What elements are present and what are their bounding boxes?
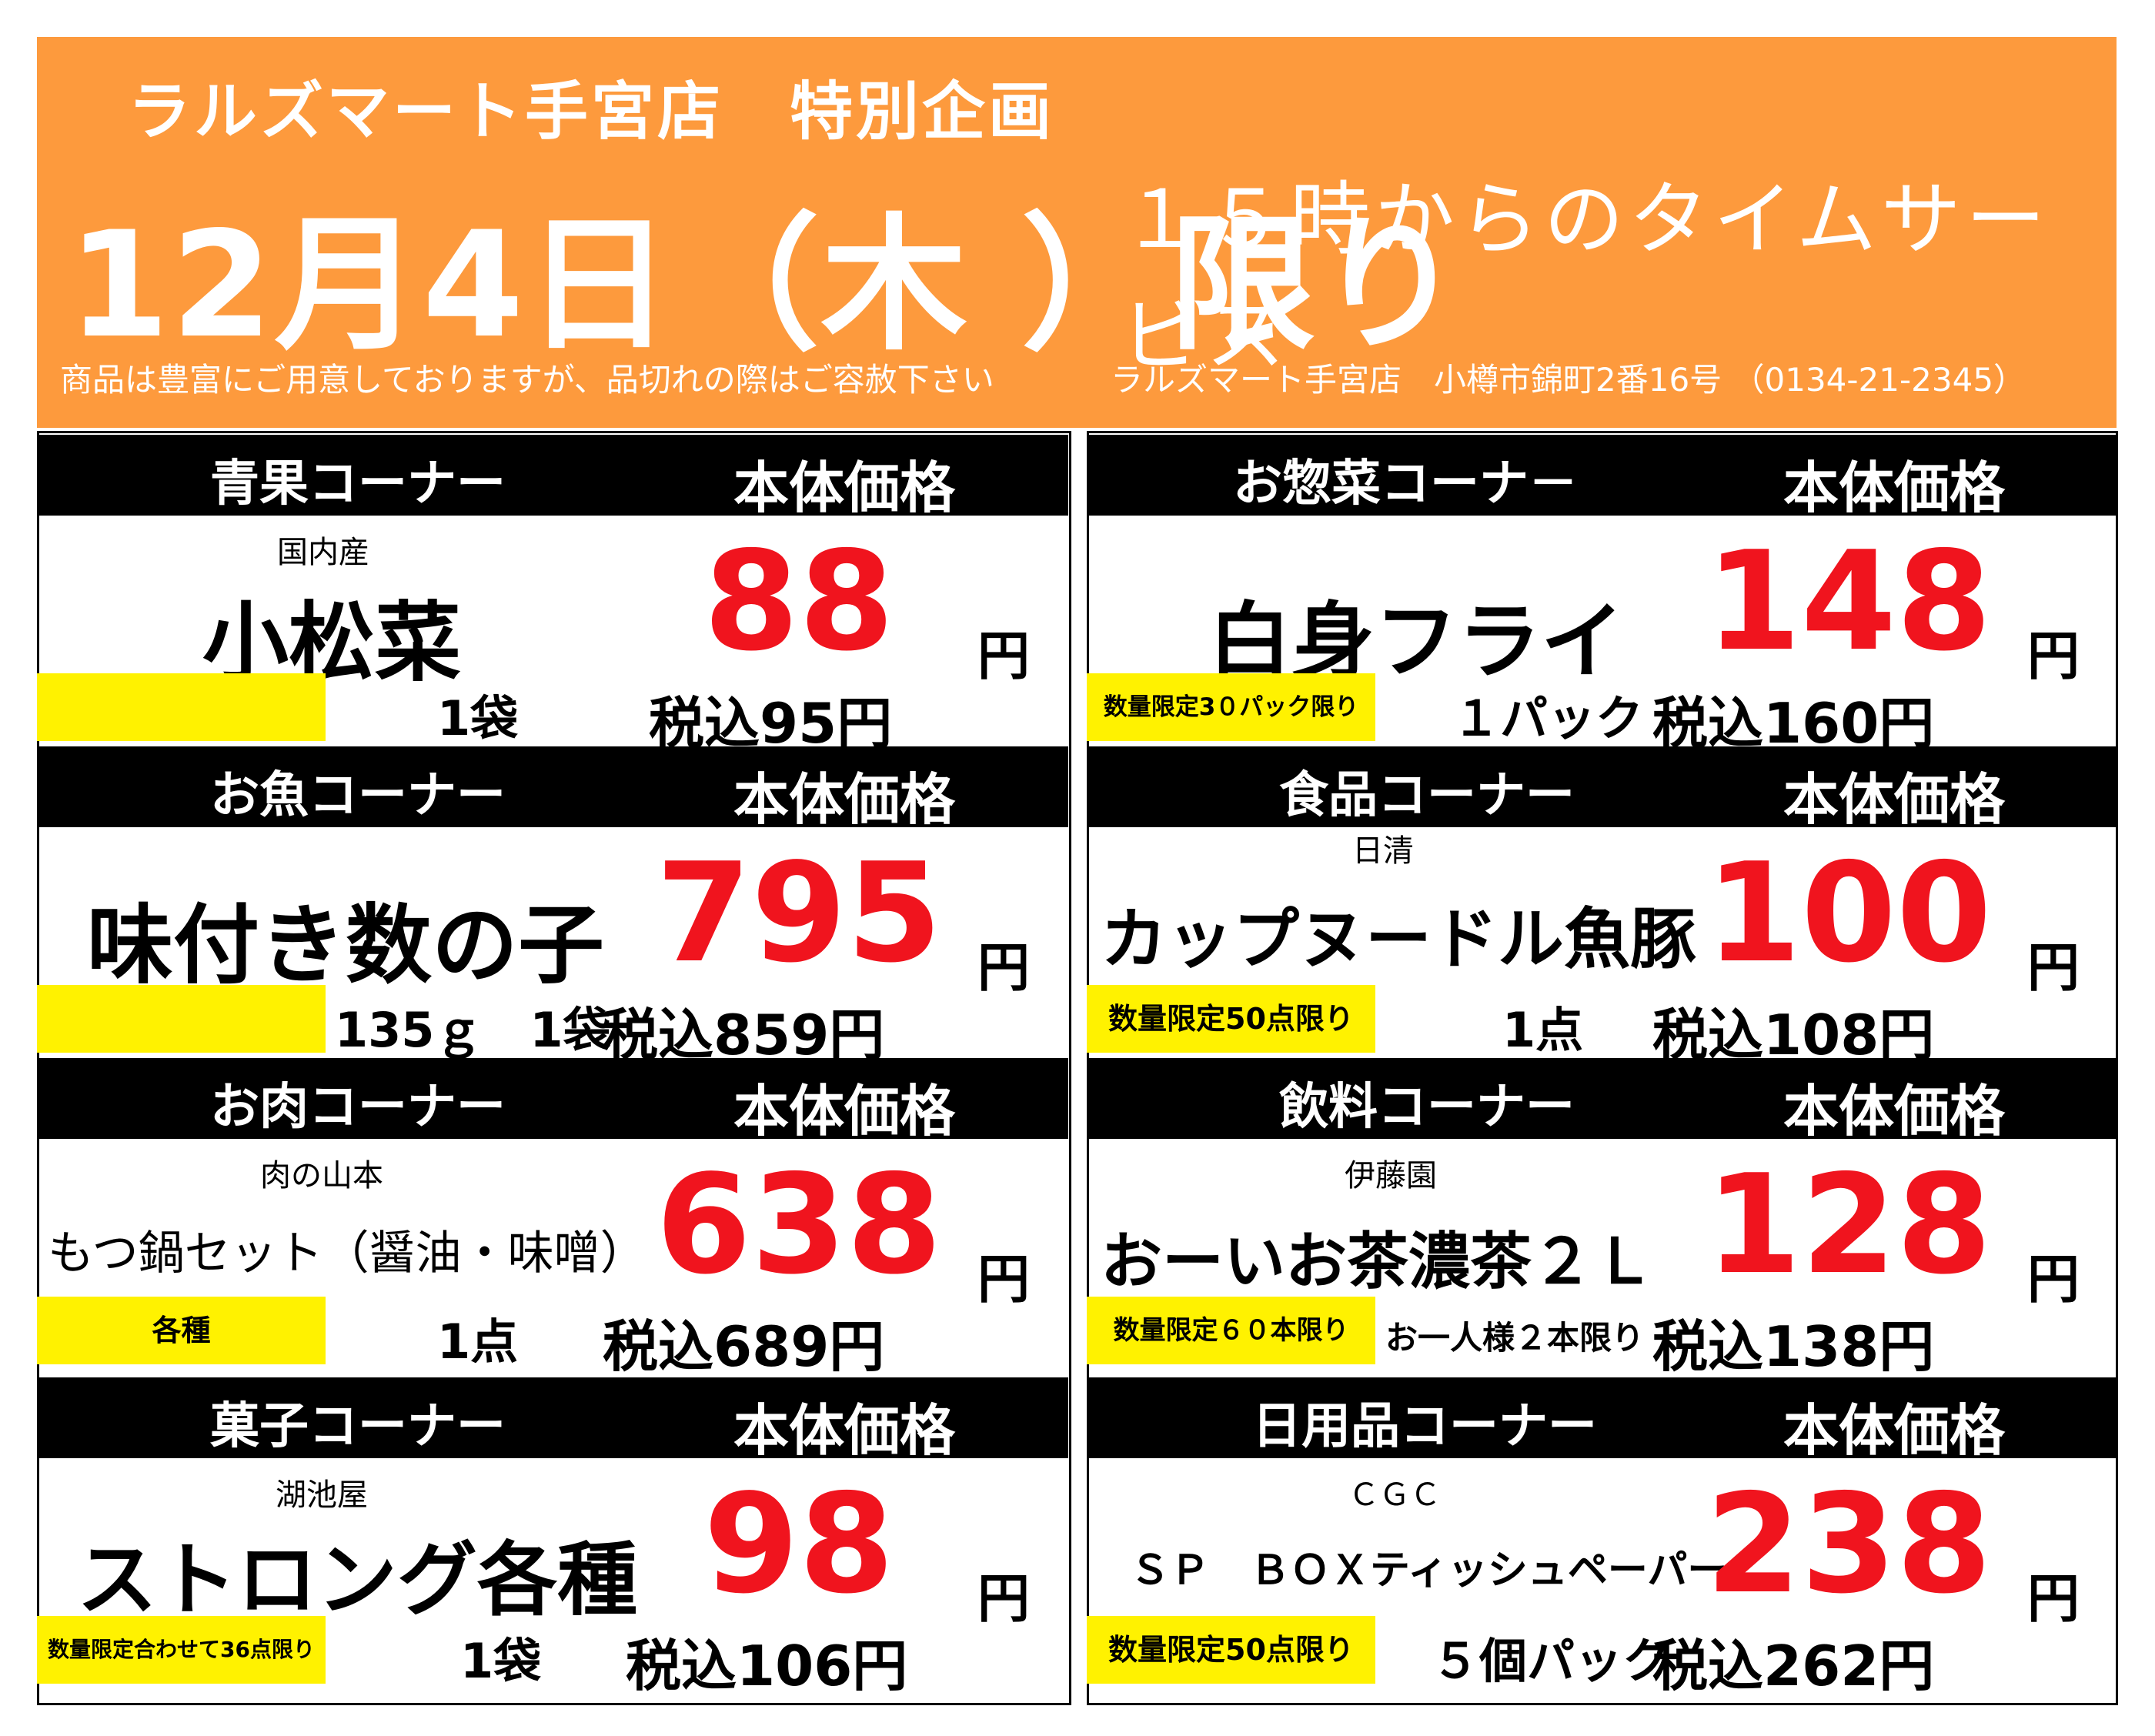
sale-date: 12月4日（木 ）限り	[68, 200, 1465, 370]
product-name: ＳＰ ＢＯＸティッシュペーパー	[1130, 1547, 1728, 1594]
product-name: おーいお茶濃茶２Ｌ	[1101, 1226, 1655, 1297]
product-maker: ＣＧＣ	[1348, 1477, 1441, 1513]
product-quantity: お一人様２本限り	[1385, 1319, 1645, 1357]
product-price: 98	[703, 1464, 894, 1624]
limit-tag: 数量限定６０本限り	[1087, 1297, 1375, 1364]
price-label: 本体価格	[1783, 1398, 2006, 1463]
product-quantity: １パック	[1452, 690, 1644, 746]
product-panel-drinks: 飲料コーナー 本体価格 伊藤園 おーいお茶濃茶２Ｌ 128 円 数量限定６０本限…	[1087, 1058, 2118, 1379]
limit-tag: 数量限定50点限り	[1087, 985, 1375, 1053]
limit-tag: 数量限定3０パック限り	[1087, 673, 1375, 741]
price-label: 本体価格	[1783, 456, 2006, 520]
product-panel-meat: お肉コーナー 本体価格 肉の山本 もつ鍋セット（醤油・味噌） 638 円 各種 …	[37, 1058, 1068, 1379]
product-quantity: 1点	[1502, 1002, 1584, 1058]
product-quantity: 1袋	[437, 690, 519, 746]
limit-tag	[37, 673, 326, 741]
category-label: お肉コーナー	[210, 1079, 506, 1136]
tax-included-price: 税込262円	[1652, 1634, 1935, 1698]
panel-header: お魚コーナー 本体価格	[37, 746, 1068, 832]
panel-header: 飲料コーナー 本体価格	[1087, 1058, 2118, 1143]
product-panel-foods: 食品コーナー 本体価格 日清 カップヌードル魚豚 100 円 数量限定50点限り…	[1087, 746, 2118, 1067]
product-panel-daily-goods: 日用品コーナー 本体価格 ＣＧＣ ＳＰ ＢＯＸティッシュペーパー 238 円 数…	[1087, 1377, 2118, 1698]
tax-included-price: 税込689円	[603, 1314, 885, 1379]
category-label: 食品コーナー	[1279, 767, 1575, 824]
product-price: 238	[1706, 1464, 1992, 1624]
limit-tag: 数量限定50点限り	[1087, 1616, 1375, 1684]
price-label: 本体価格	[1783, 767, 2006, 832]
yen-unit: 円	[2027, 938, 2080, 999]
limit-tag	[37, 985, 326, 1053]
product-price: 795	[656, 833, 942, 993]
panel-header: 日用品コーナー 本体価格	[1087, 1377, 2118, 1463]
product-panel-deli: お惣菜コーナ－ 本体価格 白身フライ 148 円 数量限定3０パック限り １パッ…	[1087, 435, 2118, 756]
category-label: お魚コーナー	[210, 767, 506, 824]
product-panel-snacks: 菓子コーナー 本体価格 湖池屋 ストロング各種 98 円 数量限定合わせて36点…	[37, 1377, 1068, 1698]
product-maker: 日清	[1352, 833, 1414, 869]
yen-unit: 円	[2027, 1569, 2080, 1630]
yen-unit: 円	[2027, 1250, 2080, 1310]
price-label: 本体価格	[733, 1398, 956, 1463]
panel-header: お惣菜コーナ－ 本体価格	[1087, 435, 2118, 520]
product-maker: 湖池屋	[276, 1477, 368, 1513]
product-quantity: 135ｇ 1袋	[335, 1002, 611, 1058]
product-name: ストロング各種	[77, 1533, 638, 1627]
product-name: カップヌードル魚豚	[1101, 901, 1696, 978]
panel-header: 青果コーナー 本体価格	[37, 435, 1068, 520]
yen-unit: 円	[977, 1250, 1031, 1310]
price-label: 本体価格	[733, 767, 956, 832]
panel-header: 菓子コーナー 本体価格	[37, 1377, 1068, 1463]
store-address: ラルズマート手宮店 小樽市錦町2番16号 （0134-21-2345）	[1111, 361, 2026, 399]
product-maker: 伊藤園	[1345, 1158, 1437, 1194]
product-price: 148	[1706, 522, 1992, 681]
price-label: 本体価格	[733, 456, 956, 520]
panel-header: 食品コーナー 本体価格	[1087, 746, 2118, 832]
tax-included-price: 税込138円	[1652, 1314, 1935, 1379]
category-label: 飲料コーナー	[1279, 1079, 1575, 1136]
time-service-title: １５時からのタイムサービス	[1121, 172, 2050, 382]
header-banner: ラルズマート手宮店 特別企画 12月4日（木 ）限り １５時からのタイムサービス…	[37, 37, 2117, 428]
limit-tag: 各種	[37, 1297, 326, 1364]
category-label: お惣菜コーナ－	[1233, 456, 1578, 512]
product-quantity: ５個パック	[1432, 1633, 1671, 1689]
category-label: 菓子コーナー	[210, 1398, 506, 1455]
tax-included-price: 税込108円	[1652, 1003, 1935, 1067]
tax-included-price: 税込859円	[603, 1003, 885, 1067]
category-label: 青果コーナー	[210, 456, 506, 512]
tax-included-price: 税込95円	[649, 691, 893, 756]
category-label: 日用品コーナー	[1252, 1398, 1597, 1455]
product-panel-vegetables: 青果コーナー 本体価格 国内産 小松菜 88 円 1袋 税込95円	[37, 435, 1068, 756]
stock-note: 商品は豊富にご用意しておりますが、品切れの際はご容赦下さい	[60, 361, 994, 399]
tax-included-price: 税込160円	[1652, 691, 1935, 756]
product-quantity: 1点	[437, 1314, 519, 1370]
yen-unit: 円	[977, 1569, 1031, 1630]
price-label: 本体価格	[733, 1079, 956, 1143]
product-price: 128	[1706, 1145, 1992, 1304]
limit-tag: 数量限定合わせて36点限り	[37, 1616, 326, 1684]
product-price: 100	[1706, 833, 1992, 993]
tax-included-price: 税込106円	[626, 1634, 908, 1698]
product-maker: 国内産	[277, 535, 369, 570]
yen-unit: 円	[977, 938, 1031, 999]
product-maker: 肉の山本	[260, 1158, 383, 1194]
price-label: 本体価格	[1783, 1079, 2006, 1143]
product-panel-fish: お魚コーナー 本体価格 味付き数の子 795 円 135ｇ 1袋 税込859円	[37, 746, 1068, 1067]
product-price: 88	[703, 522, 894, 681]
product-name: 味付き数の子	[87, 896, 604, 996]
yen-unit: 円	[2027, 626, 2080, 687]
store-title: ラルズマート手宮店 特別企画	[128, 75, 1055, 149]
product-quantity: 1袋	[460, 1633, 542, 1689]
product-name: もつ鍋セット（醤油・味噌）	[48, 1227, 646, 1280]
panel-header: お肉コーナー 本体価格	[37, 1058, 1068, 1143]
yen-unit: 円	[977, 626, 1031, 687]
product-price: 638	[656, 1145, 942, 1304]
